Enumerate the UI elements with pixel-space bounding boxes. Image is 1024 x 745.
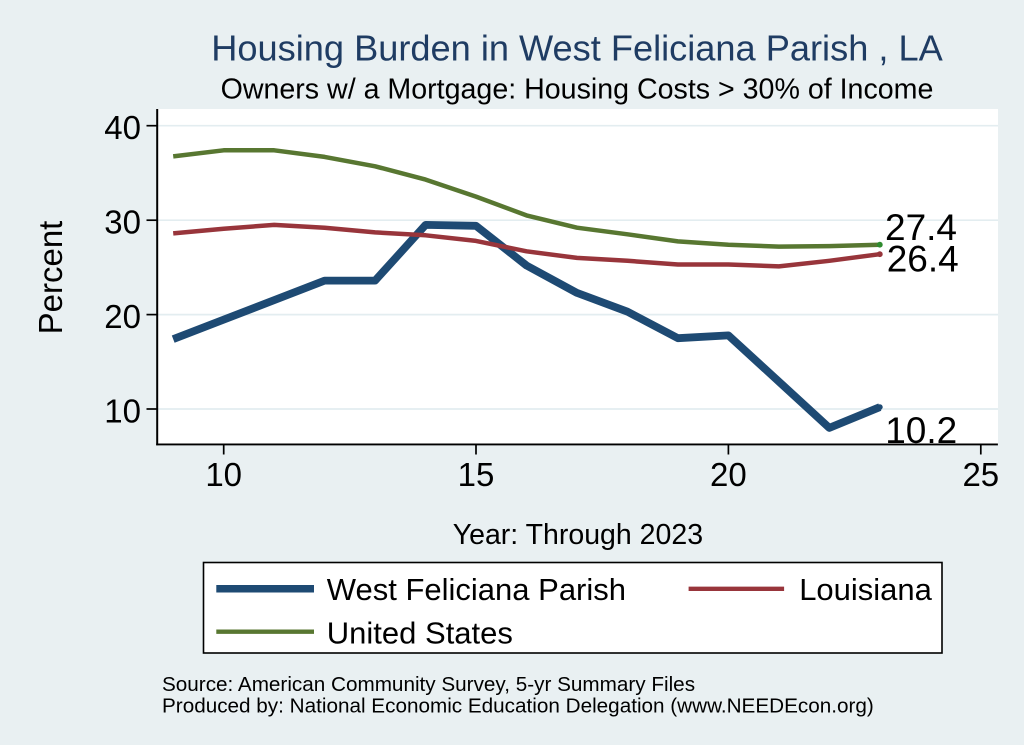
svg-text:Housing Burden in West Felicia: Housing Burden in West Feliciana Parish … [211,28,943,69]
svg-text:20: 20 [710,456,747,493]
svg-text:10.2: 10.2 [885,410,957,451]
svg-text:40: 40 [104,109,141,146]
svg-text:United States: United States [327,616,513,651]
svg-text:10: 10 [205,456,242,493]
svg-text:Louisiana: Louisiana [799,572,932,607]
svg-text:Year: Through 2023: Year: Through 2023 [453,519,703,551]
svg-text:Source: American Community Sur: Source: American Community Survey, 5-yr … [162,673,695,696]
svg-text:26.4: 26.4 [887,239,959,280]
svg-text:West Feliciana Parish: West Feliciana Parish [327,572,626,607]
svg-text:27.4: 27.4 [885,207,957,248]
svg-text:15: 15 [458,456,495,493]
svg-text:10: 10 [104,392,141,429]
svg-text:25: 25 [962,456,999,493]
svg-text:Percent: Percent [32,221,69,335]
svg-text:20: 20 [104,298,141,335]
svg-text:Owners w/ a Mortgage: Housing: Owners w/ a Mortgage: Housing Costs > 30… [221,73,934,105]
svg-text:Produced by: National Economic: Produced by: National Economic Education… [162,695,874,718]
svg-text:30: 30 [104,204,141,241]
